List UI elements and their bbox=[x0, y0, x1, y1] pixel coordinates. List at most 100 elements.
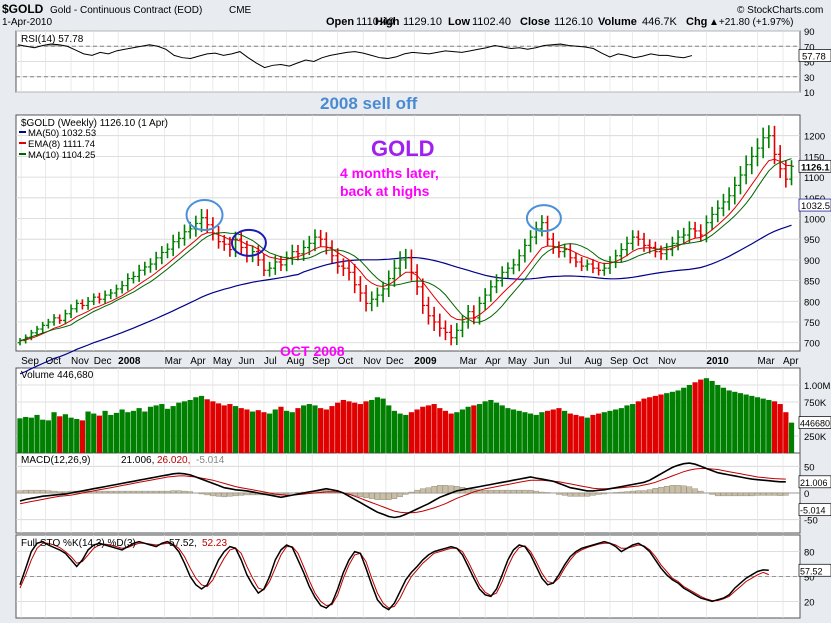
volume-bar bbox=[443, 411, 448, 453]
macd-histogram-bar bbox=[176, 491, 181, 493]
volume-label: Volume 446,680 bbox=[21, 370, 94, 381]
macd-histogram-bar bbox=[505, 490, 510, 493]
header-close-label: Close bbox=[520, 16, 550, 28]
macd-histogram-bar bbox=[358, 493, 363, 497]
volume-bar bbox=[670, 392, 675, 453]
macd-histogram-bar bbox=[392, 493, 397, 499]
macd-histogram-bar bbox=[51, 491, 56, 493]
header-open-label: Open bbox=[326, 16, 354, 28]
macd-histogram-bar bbox=[103, 491, 108, 493]
volume-bar bbox=[210, 401, 215, 453]
macd-histogram-bar bbox=[415, 490, 420, 493]
volume-bar bbox=[664, 393, 669, 453]
header-high-label: High bbox=[375, 16, 400, 28]
volume-bar bbox=[528, 414, 533, 453]
macd-histogram-bar bbox=[755, 493, 760, 495]
volume-tick-label: 250K bbox=[804, 432, 827, 443]
volume-bar bbox=[432, 404, 437, 453]
volume-bar bbox=[63, 414, 68, 453]
volume-bar bbox=[630, 404, 635, 453]
volume-bar bbox=[114, 413, 119, 453]
macd-histogram-bar bbox=[602, 493, 607, 494]
macd-histogram-bar bbox=[205, 493, 210, 495]
macd-histogram-bar bbox=[522, 490, 527, 493]
macd-histogram-bar bbox=[562, 493, 567, 495]
header-high-value: 1129.10 bbox=[403, 16, 442, 28]
macd-histogram-bar bbox=[624, 492, 629, 493]
volume-bar bbox=[68, 418, 73, 453]
annotation-back-at-highs: back at highs bbox=[340, 183, 430, 199]
volume-bar bbox=[403, 415, 408, 453]
macd-box-value: 21.006 bbox=[800, 478, 828, 488]
macd-histogram-bar bbox=[585, 493, 590, 496]
volume-bar bbox=[477, 404, 482, 453]
volume-bar bbox=[585, 418, 590, 453]
volume-bar bbox=[137, 408, 142, 453]
macd-histogram-bar bbox=[120, 491, 125, 493]
volume-bar bbox=[556, 408, 561, 453]
rsi-current-value: 57.78 bbox=[802, 52, 826, 63]
macd-histogram-bar bbox=[488, 490, 493, 493]
volume-bar bbox=[449, 414, 454, 453]
macd-histogram-bar bbox=[17, 491, 22, 493]
volume-bar bbox=[772, 401, 777, 453]
volume-bar bbox=[165, 409, 170, 453]
macd-histogram-bar bbox=[386, 493, 391, 500]
volume-bar bbox=[483, 401, 488, 453]
header-exchange: CME bbox=[229, 5, 252, 16]
volume-bar bbox=[732, 392, 737, 453]
volume-bar bbox=[488, 400, 493, 453]
macd-histogram-bar bbox=[596, 493, 601, 494]
x-tick-label: Sep bbox=[312, 356, 330, 367]
volume-tick-label: 750K bbox=[804, 398, 827, 409]
volume-bar bbox=[40, 420, 45, 453]
volume-bar bbox=[102, 411, 107, 453]
header-date: 1-Apr-2010 bbox=[2, 17, 52, 28]
volume-bar bbox=[647, 397, 652, 453]
header-close-value: 1126.10 bbox=[554, 16, 593, 28]
volume-bar bbox=[23, 417, 28, 453]
macd-histogram-bar bbox=[676, 485, 681, 493]
macd-histogram-bar bbox=[500, 490, 505, 493]
macd-histogram-bar bbox=[619, 492, 624, 493]
volume-bar bbox=[188, 400, 193, 453]
macd-histogram-bar bbox=[375, 493, 380, 500]
macd-histogram-bar bbox=[658, 487, 663, 493]
volume-bar bbox=[466, 407, 471, 453]
macd-histogram-bar bbox=[664, 486, 669, 493]
volume-bar bbox=[641, 399, 646, 453]
macd-signal-value: 26.020, bbox=[157, 455, 190, 466]
volume-bar bbox=[437, 408, 442, 453]
sto-label: Full STO %K(14,3) %D(3) bbox=[21, 538, 136, 549]
macd-histogram-bar bbox=[738, 493, 743, 496]
header-low-value: 1102.40 bbox=[472, 16, 511, 28]
macd-histogram-bar bbox=[641, 491, 646, 493]
header-volume-value: 446.7K bbox=[642, 16, 678, 28]
rsi-tick-label: 90 bbox=[804, 27, 815, 38]
volume-bar bbox=[658, 395, 663, 453]
sto-d-value: 52.23 bbox=[202, 538, 227, 549]
macd-histogram-bar bbox=[590, 493, 595, 495]
volume-bar bbox=[392, 411, 397, 453]
macd-histogram-bar bbox=[244, 493, 249, 495]
volume-bar bbox=[176, 403, 181, 453]
macd-histogram-bar bbox=[137, 491, 142, 493]
volume-tick-label: 1.00M bbox=[804, 381, 830, 392]
price-tick-label: 750 bbox=[804, 318, 820, 329]
ema8-legend-label: EMA(8) 1111.74 bbox=[28, 139, 95, 150]
volume-bar bbox=[267, 414, 272, 453]
header-credit: © StockCharts.com bbox=[737, 5, 823, 16]
macd-tick-label: 0 bbox=[804, 489, 809, 500]
volume-bar bbox=[182, 401, 187, 453]
header-low-label: Low bbox=[448, 16, 470, 28]
price-tick-label: 1200 bbox=[804, 132, 825, 143]
volume-bar bbox=[596, 414, 601, 453]
macd-histogram-bar bbox=[647, 490, 652, 493]
volume-bar bbox=[494, 403, 499, 453]
volume-bar bbox=[545, 411, 550, 453]
x-tick-label: Nov bbox=[363, 356, 381, 367]
volume-bar bbox=[301, 405, 306, 453]
x-tick-label: 2010 bbox=[706, 356, 729, 367]
